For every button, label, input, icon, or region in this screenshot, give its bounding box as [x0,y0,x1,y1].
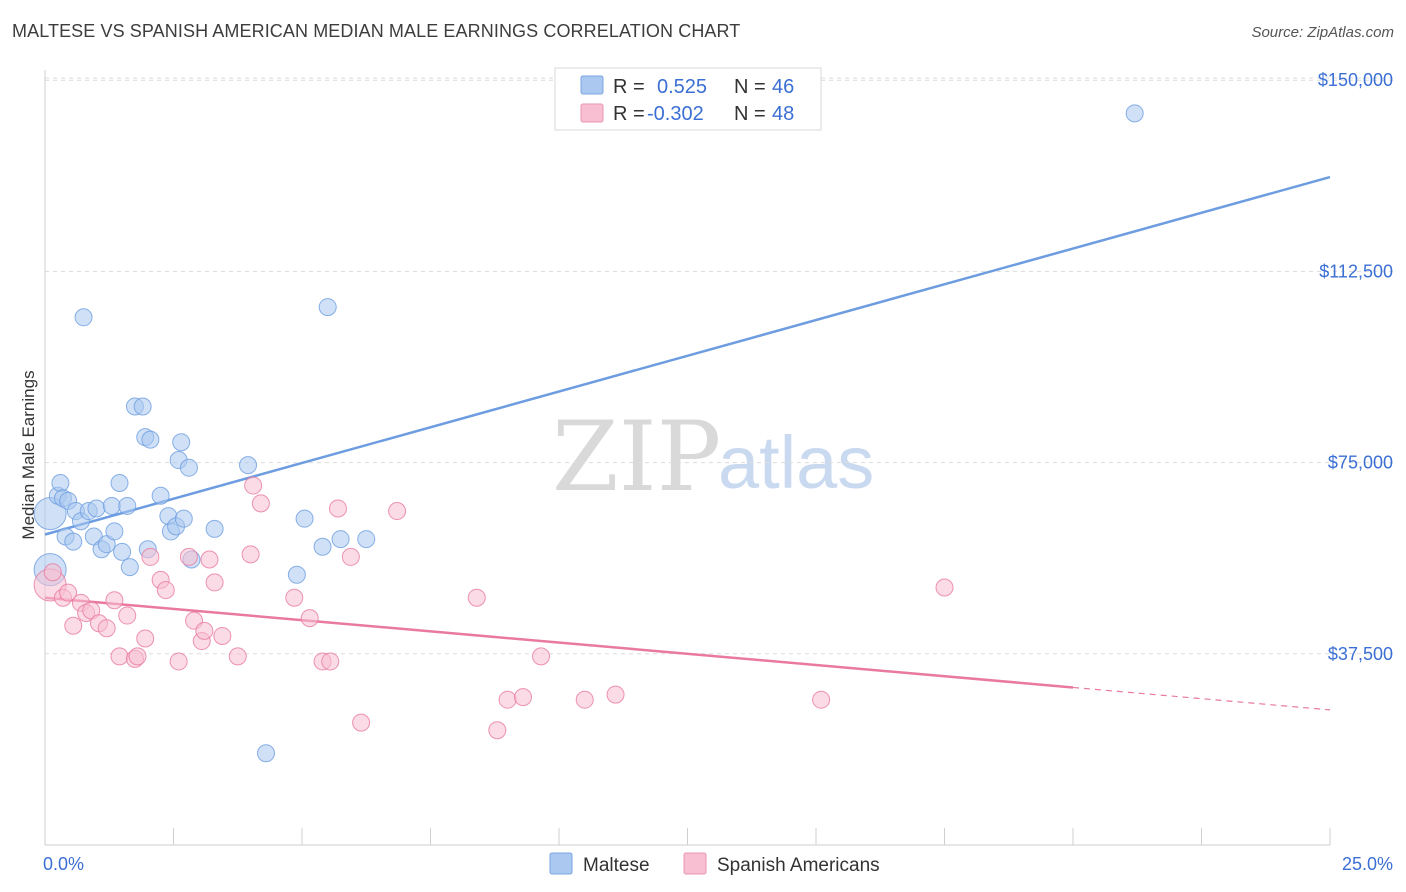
legend-swatch-spanish-americans [580,103,604,123]
data-point-maltese [295,509,314,528]
data-point-spanish-americans [935,578,954,597]
legend-n-value-spanish-americans: 48 [772,103,794,125]
bottom-legend-swatch-maltese [549,852,573,875]
data-point-maltese [257,744,276,763]
tick-labels: $37,500 $75,000 $112,500 $150,000 0.0% 25.0% [43,70,1393,874]
bottom-legend-label-spanish-americans: Spanish Americans [717,855,880,876]
legend-n-value-maltese: 46 [772,76,794,98]
data-point-spanish-americans [200,550,219,569]
data-point-spanish-americans [532,647,551,666]
data-point-spanish-americans [141,547,160,566]
data-point-spanish-americans [156,581,175,600]
source-credit: Source: ZipAtlas.com [1251,24,1394,41]
data-point-spanish-americans [251,494,270,513]
chart-title: MALTESE VS SPANISH AMERICAN MEDIAN MALE … [12,21,741,41]
legend-r-label: R = [613,103,645,125]
y-tick-label: $112,500 [1319,261,1393,281]
data-point-maltese [179,458,198,477]
data-point-maltese [239,456,258,475]
data-point-maltese [113,542,132,561]
data-point-maltese [133,397,152,416]
data-point-spanish-americans [467,588,486,607]
data-point-maltese [87,499,106,518]
bottom-legend-swatch-spanish-americans [683,852,707,875]
trend-line-spanish-americans [44,596,1074,689]
y-tick-label: $37,500 [1328,644,1393,664]
data-point-maltese [51,473,70,492]
data-point-maltese [287,565,306,584]
data-point-spanish-americans [205,573,224,592]
data-point-spanish-americans [64,616,83,635]
legend-n-label: N = [734,103,766,125]
data-point-spanish-americans [128,647,147,666]
data-point-spanish-americans [575,690,594,709]
data-point-maltese [120,558,139,577]
gridlines [45,77,1395,655]
trend-line-extension [1072,686,1331,711]
data-point-spanish-americans [285,588,304,607]
y-tick-label: $150,000 [1318,70,1393,90]
watermark-zip: ZIP [552,401,721,513]
data-point-spanish-americans [300,609,319,628]
data-point-maltese [141,430,160,449]
data-point-maltese [172,433,191,452]
data-point-maltese [313,537,332,556]
data-point-spanish-americans [321,652,340,671]
correlation-legend: R = 0.525 N = 46 R = -0.302 N = 48 [554,67,822,131]
data-point-spanish-americans [228,647,247,666]
data-point-maltese [357,530,376,549]
data-point-maltese [331,530,350,549]
data-point-spanish-americans [341,547,360,566]
legend-r-value-maltese: 0.525 [657,76,707,98]
data-point-spanish-americans [97,619,116,638]
data-point-spanish-americans [388,502,407,521]
data-point-spanish-americans [105,591,124,610]
legend-swatch-maltese [580,75,604,95]
x-tick-label: 0.0% [43,854,84,874]
data-point-maltese [105,522,124,541]
data-point-maltese [64,532,83,551]
legend-n-label: N = [734,76,766,98]
data-point-maltese [118,496,137,515]
y-axis-label: Median Male Earnings [19,370,38,539]
data-point-maltese [174,509,193,528]
trend-line-maltese [44,175,1331,536]
axes [44,70,1331,846]
data-point-spanish-americans [213,626,232,645]
data-point-spanish-americans [118,606,137,625]
data-point-maltese [318,298,337,317]
y-tick-label: $75,000 [1328,453,1393,473]
data-point-maltese [151,486,170,505]
data-points [33,104,1144,763]
data-point-spanish-americans [136,629,155,648]
data-point-maltese [74,308,93,327]
data-point-spanish-americans [195,621,214,640]
data-point-spanish-americans [244,476,263,495]
data-point-spanish-americans [488,721,507,740]
data-point-maltese [102,496,121,515]
data-point-maltese [110,473,129,492]
data-point-spanish-americans [498,690,517,709]
watermark: ZIP atlas [552,401,874,513]
data-point-spanish-americans [352,713,371,732]
data-point-maltese [1125,104,1144,123]
series-legend: Maltese Spanish Americans [549,852,880,876]
trend-lines [44,175,1331,711]
data-point-spanish-americans [110,647,129,666]
x-tick-label: 25.0% [1342,854,1393,874]
legend-r-label: R = [613,76,645,98]
data-point-spanish-americans [43,563,62,582]
data-point-spanish-americans [812,690,831,709]
legend-r-value-spanish-americans: -0.302 [647,103,704,125]
data-point-spanish-americans [514,688,533,707]
data-point-spanish-americans [59,583,78,602]
data-point-spanish-americans [179,547,198,566]
data-point-spanish-americans [328,499,347,518]
bottom-legend-label-maltese: Maltese [583,855,650,876]
data-point-spanish-americans [241,545,260,564]
data-point-maltese [205,519,224,538]
data-point-spanish-americans [169,652,188,671]
data-point-spanish-americans [606,685,625,704]
